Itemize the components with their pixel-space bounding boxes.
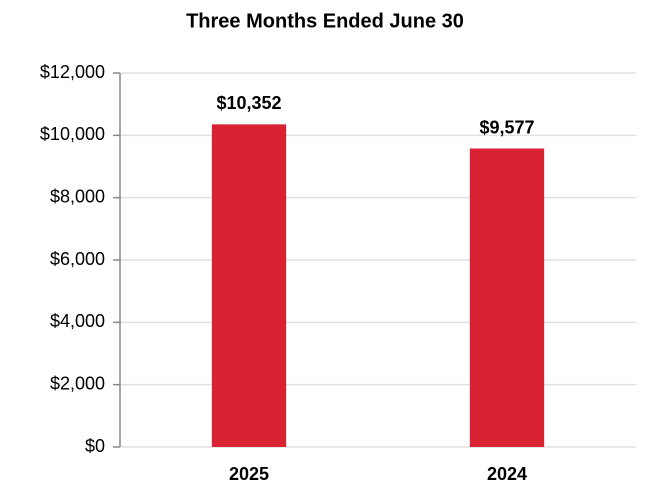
y-tick-label: $10,000 (40, 124, 105, 144)
bar (211, 124, 287, 447)
value-label: $10,352 (216, 93, 281, 113)
x-tick-label: 2024 (487, 464, 527, 484)
bar (469, 148, 545, 447)
y-tick-label: $4,000 (50, 311, 105, 331)
chart-title: Three Months Ended June 30 (186, 10, 464, 32)
x-tick-label: 2025 (229, 464, 269, 484)
y-tick-label: $2,000 (50, 373, 105, 393)
y-tick-label: $8,000 (50, 186, 105, 206)
y-tick-label: $12,000 (40, 62, 105, 82)
value-label: $9,577 (479, 117, 534, 137)
y-tick-label: $0 (85, 436, 105, 456)
y-tick-label: $6,000 (50, 249, 105, 269)
